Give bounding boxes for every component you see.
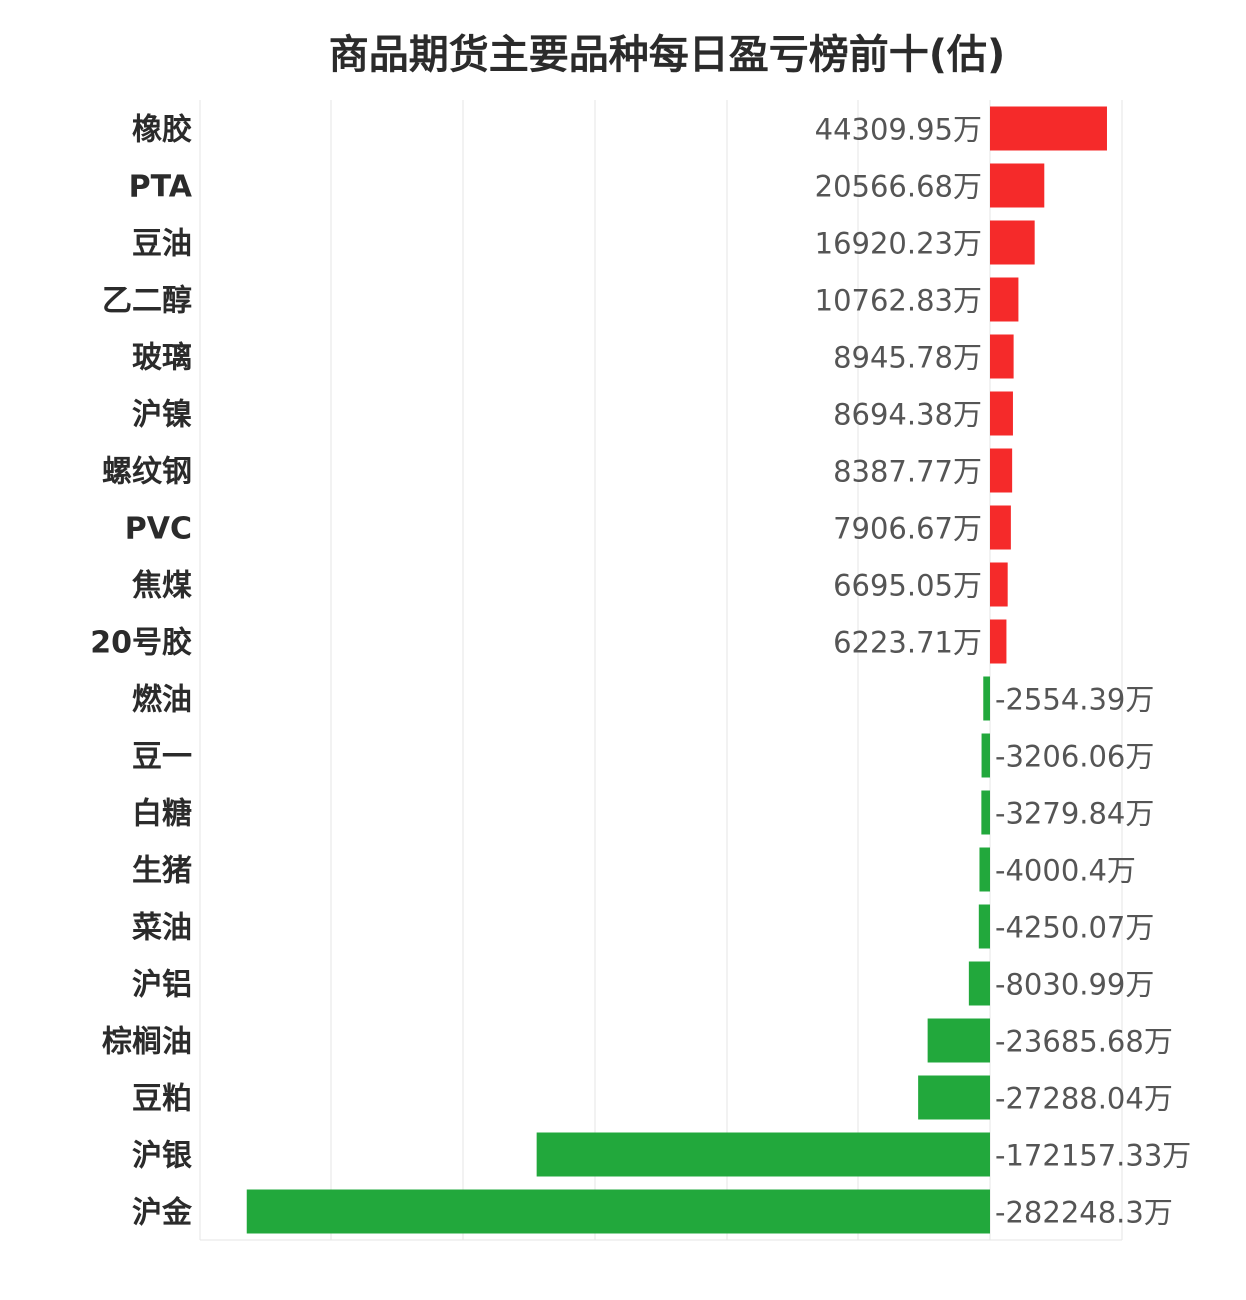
bar — [990, 106, 1107, 151]
bar — [981, 790, 990, 835]
bar — [246, 1189, 990, 1234]
bar — [990, 334, 1014, 379]
value-label: -4250.07万 — [995, 911, 1154, 945]
value-label: 6695.05万 — [833, 569, 982, 603]
bar — [981, 733, 990, 778]
category-label: 菜油 — [132, 911, 192, 946]
category-label: 燃油 — [132, 683, 192, 718]
value-label: 44309.95万 — [815, 113, 982, 147]
bar — [927, 1018, 990, 1063]
bar — [990, 448, 1013, 493]
category-label: 生猪 — [132, 854, 192, 889]
category-label: 乙二醇 — [102, 284, 192, 319]
category-label: PTA — [129, 170, 193, 205]
category-label: 棕榈油 — [102, 1025, 192, 1060]
value-label: -282248.3万 — [995, 1196, 1173, 1230]
value-label: -3279.84万 — [995, 797, 1154, 831]
category-label: 玻璃 — [132, 341, 192, 376]
category-label: 螺纹钢 — [102, 455, 192, 490]
value-label: -172157.33万 — [995, 1139, 1191, 1173]
value-label: 8387.77万 — [833, 455, 982, 489]
category-label: 白糖 — [132, 797, 192, 832]
category-label: 沪镍 — [132, 398, 192, 433]
bar — [979, 847, 990, 892]
value-label: -27288.04万 — [995, 1082, 1173, 1116]
bar — [990, 619, 1007, 664]
category-label: 焦煤 — [132, 569, 192, 604]
bar — [990, 163, 1045, 208]
value-label: -2554.39万 — [995, 683, 1154, 717]
bar — [983, 676, 990, 721]
bar — [978, 904, 990, 949]
bar — [918, 1075, 990, 1120]
value-label: -3206.06万 — [995, 740, 1154, 774]
bars — [246, 106, 1107, 1234]
category-label: 橡胶 — [132, 113, 192, 148]
bar — [968, 961, 990, 1006]
value-label: 6223.71万 — [833, 626, 982, 660]
grid-lines — [199, 100, 1123, 1241]
value-label: -4000.4万 — [995, 854, 1136, 888]
value-label: -23685.68万 — [995, 1025, 1173, 1059]
value-label: 20566.68万 — [815, 170, 982, 204]
bar — [990, 562, 1008, 607]
value-label: 8694.38万 — [833, 398, 982, 432]
category-label: 20号胶 — [90, 626, 192, 661]
category-label: 沪银 — [132, 1139, 192, 1174]
bar — [536, 1132, 990, 1177]
bar — [990, 220, 1035, 265]
value-label: -8030.99万 — [995, 968, 1154, 1002]
category-label: 沪铝 — [132, 968, 192, 1003]
bar — [990, 277, 1019, 322]
value-label: 16920.23万 — [815, 227, 982, 261]
value-label: 10762.83万 — [815, 284, 982, 318]
value-label: 8945.78万 — [833, 341, 982, 375]
value-label: 7906.67万 — [833, 512, 982, 546]
category-label: 豆油 — [132, 227, 192, 262]
category-label: PVC — [125, 512, 192, 547]
chart-title: 商品期货主要品种每日盈亏榜前十(估) — [328, 32, 1006, 78]
category-label: 沪金 — [132, 1196, 193, 1231]
category-label: 豆粕 — [132, 1082, 192, 1117]
bar — [990, 391, 1013, 436]
category-label: 豆一 — [132, 740, 192, 775]
bar — [990, 505, 1011, 550]
